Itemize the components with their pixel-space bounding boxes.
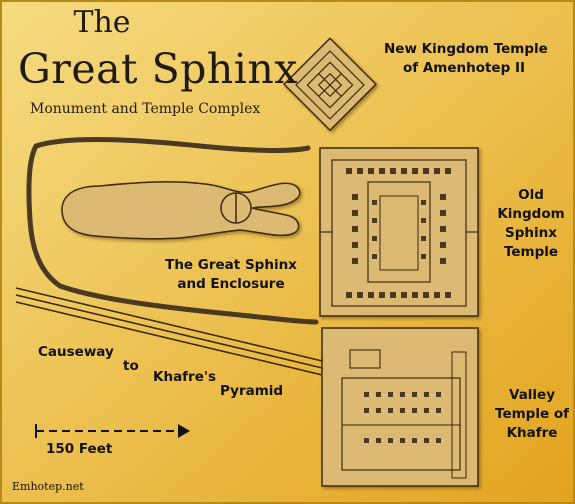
valley-temple-pillar — [388, 438, 393, 443]
enclosure-wall — [33, 137, 311, 153]
label-causeway-pyramid: Pyramid — [220, 383, 284, 399]
sphinx-temple-pillar — [346, 292, 352, 298]
sphinx-temple-pillar — [346, 168, 352, 174]
valley-temple-pillar — [436, 438, 441, 443]
label-causeway-khafre: Khafre's — [153, 369, 217, 385]
label-sphinx-temple: Old Kingdom Sphinx Temple — [497, 187, 565, 260]
valley-temple-pillar — [364, 408, 369, 413]
sphinx-temple-pillar — [445, 168, 451, 174]
valley-temple-pillar — [388, 408, 393, 413]
label-sphinx-enclosure: The Great Sphinx and Enclosure — [165, 257, 297, 292]
sphinx-temple-pillar — [434, 168, 440, 174]
sphinx-temple-pillar — [440, 242, 446, 248]
scale-bar — [35, 424, 190, 438]
label-causeway-to: to — [123, 358, 139, 374]
valley-temple-pillar — [376, 392, 381, 397]
valley-temple-pillar — [412, 408, 417, 413]
sphinx-temple-pillar — [421, 254, 426, 259]
sphinx-temple-pillar — [379, 292, 385, 298]
causeway — [15, 287, 361, 385]
sphinx-temple-pillar — [440, 258, 446, 264]
sphinx-temple-pillar — [352, 194, 358, 200]
credit: Emhotep.net — [12, 480, 84, 493]
sphinx-temple-pillar — [390, 292, 396, 298]
sphinx-temple-pillar — [440, 226, 446, 232]
sphinx-temple-pillar — [440, 194, 446, 200]
sphinx-temple-pillar — [423, 168, 429, 174]
sphinx-temple-pillar — [372, 200, 377, 205]
sphinx-body — [61, 181, 301, 240]
title-line-1: The — [73, 5, 131, 40]
valley-temple-pillar — [376, 438, 381, 443]
sphinx-temple-pillar — [390, 168, 396, 174]
sphinx-temple-pillar — [357, 292, 363, 298]
valley-temple-pillar — [400, 392, 405, 397]
sphinx-temple-pillar — [352, 210, 358, 216]
sphinx-temple-pillar — [445, 292, 451, 298]
sphinx-temple-pillar — [434, 292, 440, 298]
valley-temple-pillar — [400, 438, 405, 443]
sphinx-temple-pillar — [421, 218, 426, 223]
valley-temple-pillar — [412, 392, 417, 397]
scale-label: 150 Feet — [46, 441, 113, 457]
sphinx-temple — [319, 147, 479, 317]
sphinx-temple-pillar — [352, 258, 358, 264]
label-amenhotep-temple: New Kingdom Temple of Amenhotep II — [384, 41, 548, 76]
valley-temple-pillar — [412, 438, 417, 443]
sphinx-temple-pillar — [379, 168, 385, 174]
amenhotep-temple — [282, 37, 378, 132]
sphinx-temple-pillar — [401, 292, 407, 298]
sphinx-temple-pillar — [368, 292, 374, 298]
valley-temple — [321, 327, 479, 487]
valley-temple-pillar — [400, 408, 405, 413]
sphinx-temple-pillar — [412, 292, 418, 298]
valley-temple-pillar — [424, 408, 429, 413]
sphinx-temple-pillar — [423, 292, 429, 298]
sphinx-temple-pillar — [401, 168, 407, 174]
sphinx-temple-pillar — [372, 254, 377, 259]
valley-temple-pillar — [364, 438, 369, 443]
label-valley-temple: Valley Temple of Khafre — [495, 387, 569, 441]
sphinx-temple-pillar — [352, 226, 358, 232]
sphinx-temple-pillar — [352, 242, 358, 248]
valley-temple-pillar — [388, 392, 393, 397]
label-causeway: Causeway — [38, 344, 114, 360]
great-sphinx — [61, 181, 301, 240]
valley-temple-pillar — [376, 408, 381, 413]
enclosure-wall-inner — [26, 143, 319, 325]
sphinx-temple-pillar — [372, 236, 377, 241]
sphinx-temple-pillar — [368, 168, 374, 174]
page-subtitle: Monument and Temple Complex — [30, 101, 261, 117]
valley-temple-pillar — [424, 438, 429, 443]
sphinx-temple-pillar — [440, 210, 446, 216]
sphinx-temple-pillar — [372, 218, 377, 223]
sphinx-temple-pillar — [357, 168, 363, 174]
sphinx-temple-pillar — [421, 200, 426, 205]
valley-temple-pillar — [436, 392, 441, 397]
page-title: Great Sphinx — [18, 45, 298, 93]
valley-temple-pillar — [424, 392, 429, 397]
valley-temple-pillar — [364, 392, 369, 397]
valley-temple-pillar — [436, 408, 441, 413]
sphinx-temple-pillar — [421, 236, 426, 241]
sphinx-temple-pillar — [412, 168, 418, 174]
